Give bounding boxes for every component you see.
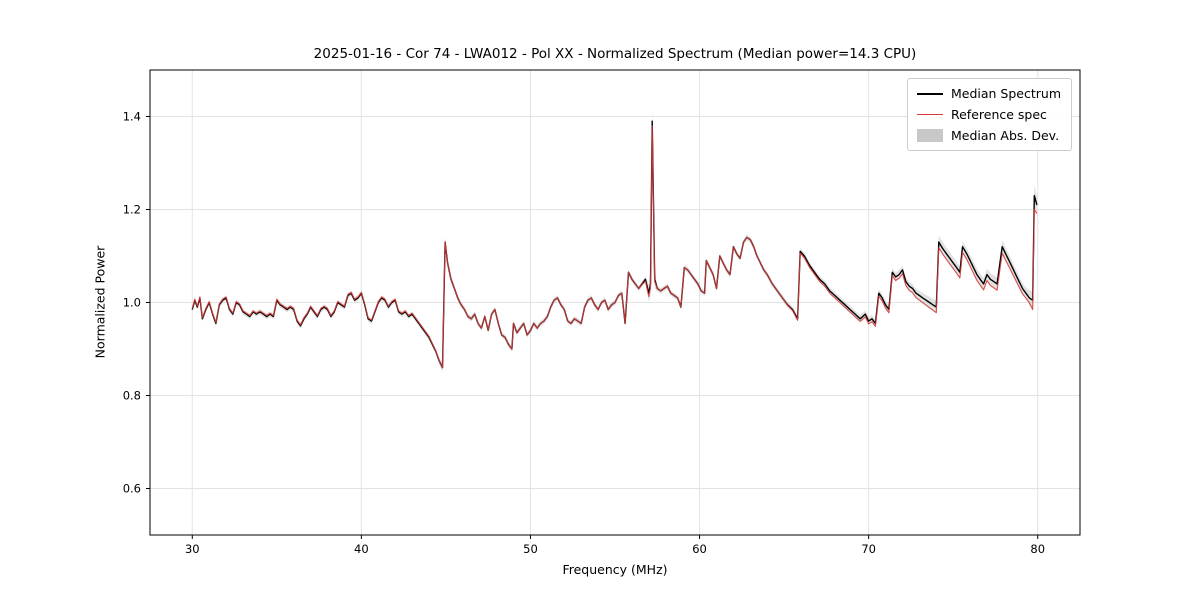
y-axis-label: Normalized Power <box>92 245 108 359</box>
x-tick-label: 50 <box>523 542 538 556</box>
legend: Median Spectrum Reference spec Median Ab… <box>906 78 1072 151</box>
mad-band-swatch <box>916 129 943 142</box>
legend-label-mad: Median Abs. Dev. <box>950 128 1060 143</box>
y-tick-label: 1.2 <box>123 203 141 217</box>
y-tick-label: 1.0 <box>123 296 141 310</box>
x-axis-label: Frequency (MHz) <box>562 562 668 577</box>
x-tick-label: 60 <box>692 542 707 556</box>
x-tick-label: 80 <box>1030 542 1045 556</box>
median-spectrum-line <box>191 120 1038 369</box>
y-tick-label: 1.4 <box>123 110 141 124</box>
median-spectrum-swatch <box>916 92 943 95</box>
legend-item-mad: Median Abs. Dev. <box>916 128 1061 143</box>
x-tick-label: 70 <box>861 542 876 556</box>
legend-label-median-spectrum: Median Spectrum <box>950 86 1061 101</box>
reference-spec-line <box>191 125 1038 369</box>
reference-spec-swatch <box>916 114 943 115</box>
chart-title: 2025-01-16 - Cor 74 - LWA012 - Pol XX - … <box>313 46 917 62</box>
y-tick-label: 0.6 <box>123 482 141 496</box>
x-tick-label: 30 <box>185 542 200 556</box>
legend-item-median-spectrum: Median Spectrum <box>916 86 1061 101</box>
legend-label-reference-spec: Reference spec <box>950 107 1047 122</box>
x-tick-label: 40 <box>354 542 369 556</box>
y-tick-label: 0.8 <box>123 389 141 403</box>
legend-item-reference-spec: Reference spec <box>916 107 1061 122</box>
